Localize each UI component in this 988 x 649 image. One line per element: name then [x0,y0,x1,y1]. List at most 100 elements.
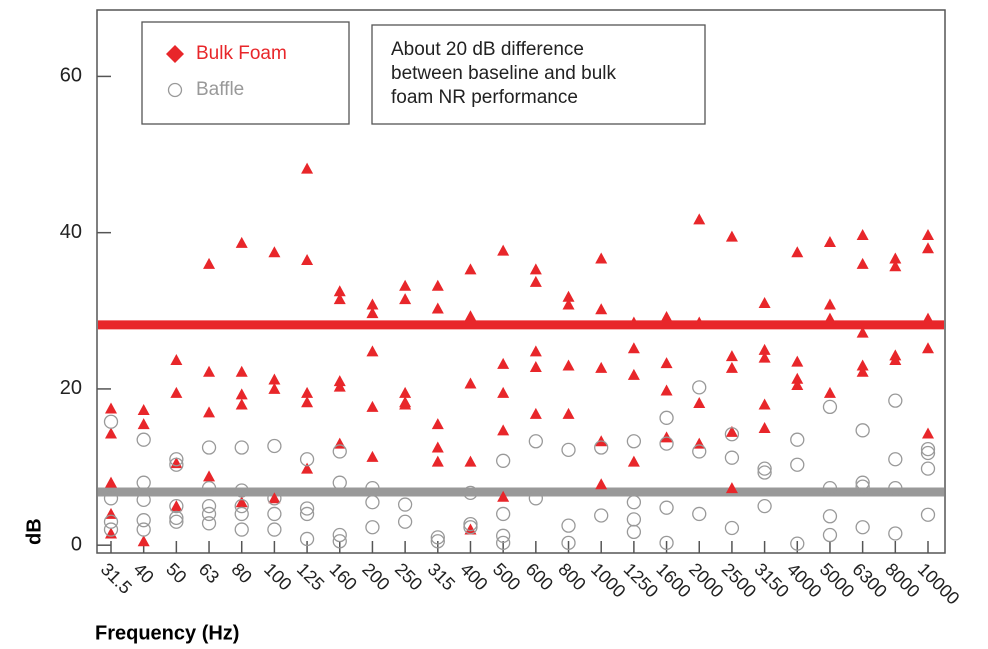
point [790,536,805,551]
point [105,402,117,414]
point [137,535,150,547]
point [464,523,477,535]
point [725,230,738,242]
point [170,500,183,512]
point [822,509,838,524]
point [888,393,903,408]
point [333,285,346,297]
point [693,396,706,408]
point [626,524,642,540]
legend-box [141,21,350,125]
point [595,478,608,490]
x-tick-label: 2000 [685,559,727,601]
point [496,535,511,550]
point [169,510,184,525]
x-tick-label: 6300 [848,559,890,601]
point [136,522,151,537]
point [856,326,869,338]
point [920,507,936,522]
point [529,275,542,287]
point [136,432,151,447]
point [268,492,281,504]
point [920,461,936,476]
point [301,462,314,474]
point [790,457,805,472]
x-tick-label: 315 [424,559,459,594]
point [692,444,707,459]
point [299,452,315,467]
point [203,470,216,482]
point [268,373,281,385]
point [496,453,511,468]
point [431,302,444,314]
point [203,365,216,377]
point [889,252,902,264]
point [758,296,771,308]
point [267,522,282,537]
point [234,440,249,455]
point [497,357,510,369]
point [725,425,738,437]
x-tick-label: 500 [489,559,524,594]
point [725,350,738,362]
point [561,518,576,533]
x-tick-label: 5000 [816,559,858,601]
point [301,386,314,398]
y-tick-label: 0 [71,533,82,555]
point [301,396,314,408]
point [463,516,478,532]
point [626,512,642,527]
point [823,386,836,398]
point [103,414,119,429]
point [791,379,804,391]
point [856,359,869,371]
x-tick-label: 50 [162,559,190,587]
annotation-text: foam NR performance [391,87,578,108]
point [790,432,805,447]
point [105,427,117,439]
point [497,386,510,398]
point [103,491,119,506]
point [888,481,903,496]
x-tick-label: 200 [358,559,393,594]
point [299,531,315,547]
point [431,455,444,467]
point [366,307,379,319]
x-tick-label: 2500 [718,559,760,601]
point [464,263,477,275]
point [561,442,576,458]
point [595,361,608,373]
point [693,316,706,328]
point [627,455,640,467]
point [169,498,184,514]
point [366,450,379,462]
point [757,465,772,480]
point [922,229,934,241]
point [497,490,510,502]
x-tick-label: 125 [293,559,328,594]
point [562,290,575,302]
point [137,404,150,416]
point [855,475,870,490]
point [235,388,248,400]
x-tick-label: 100 [260,559,295,594]
point [529,361,542,373]
point [822,399,838,415]
plot-frame [96,9,946,554]
point [235,398,248,410]
point [397,514,413,529]
point [201,506,217,522]
point [627,342,640,354]
point [889,354,902,366]
point [333,380,346,392]
point [333,293,346,305]
point [889,260,902,272]
point [201,498,217,514]
point [332,527,347,543]
point [888,526,903,541]
point [595,303,608,315]
point [170,386,183,398]
point [758,398,771,410]
point [464,310,477,322]
point [856,229,869,241]
